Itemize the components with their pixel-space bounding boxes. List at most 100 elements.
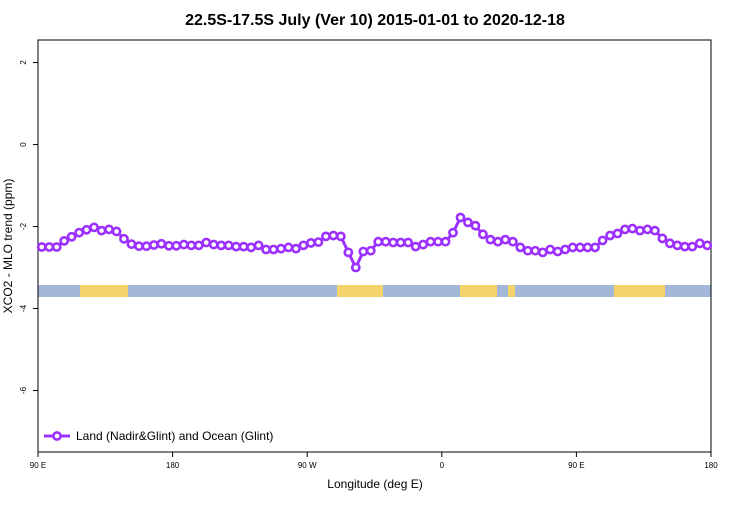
- y-tick-label: 2: [19, 60, 28, 65]
- point: [335, 231, 346, 242]
- point: [149, 240, 159, 250]
- point: [59, 235, 70, 246]
- point: [545, 244, 556, 255]
- legend-label: Land (Nadir&Glint) and Ocean (Glint): [76, 429, 273, 443]
- point: [418, 239, 429, 250]
- x-tick-label: 90 E: [568, 461, 584, 470]
- point: [612, 228, 623, 239]
- point: [216, 240, 227, 251]
- point: [111, 226, 122, 237]
- point: [448, 227, 458, 238]
- point: [298, 240, 309, 251]
- point: [231, 241, 242, 252]
- point: [425, 236, 436, 247]
- point: [283, 242, 294, 253]
- point: [276, 243, 286, 254]
- point: [507, 236, 518, 247]
- land-ocean-mask: [38, 285, 711, 297]
- point: [672, 240, 683, 251]
- point: [650, 225, 660, 236]
- point: [253, 240, 264, 251]
- point: [96, 225, 107, 236]
- land-patch: [508, 285, 515, 297]
- point: [440, 236, 451, 247]
- point: [268, 244, 279, 255]
- point: [208, 239, 219, 250]
- point: [291, 243, 301, 254]
- point: [395, 237, 406, 248]
- point: [605, 230, 615, 241]
- point: [36, 242, 47, 252]
- point: [141, 241, 152, 252]
- point: [193, 240, 204, 251]
- x-tick-label: 90 E: [30, 461, 46, 470]
- point: [560, 244, 571, 255]
- x-tick-label: 90 W: [298, 461, 317, 470]
- point: [201, 237, 212, 248]
- chart-title: 22.5S-17.5S July (Ver 10) 2015-01-01 to …: [185, 12, 565, 29]
- point: [537, 247, 548, 258]
- point: [620, 224, 630, 235]
- point: [261, 244, 271, 255]
- point: [358, 246, 369, 257]
- point: [320, 231, 331, 242]
- y-tick-label: 0: [19, 142, 28, 147]
- point: [388, 237, 399, 248]
- point: [433, 236, 443, 247]
- y-tick-label: -6: [19, 386, 28, 394]
- point: [403, 237, 414, 248]
- point: [223, 240, 234, 251]
- point: [134, 241, 144, 252]
- point: [313, 237, 324, 248]
- point: [687, 241, 698, 252]
- point: [104, 224, 114, 235]
- y-tick-label: -4: [19, 304, 28, 312]
- x-tick-label: 180: [166, 461, 180, 470]
- point: [485, 234, 496, 245]
- point: [343, 247, 354, 258]
- land-patch: [337, 285, 383, 297]
- point: [238, 241, 249, 252]
- point: [119, 233, 129, 244]
- point: [186, 240, 197, 251]
- point: [328, 230, 339, 241]
- point: [163, 240, 174, 251]
- point: [694, 238, 705, 249]
- point: [515, 242, 526, 253]
- point: [664, 238, 675, 249]
- land-patch: [80, 285, 128, 297]
- point: [66, 231, 77, 242]
- point: [51, 242, 62, 252]
- point: [178, 239, 189, 250]
- point: [657, 233, 668, 244]
- point: [470, 220, 481, 231]
- point: [627, 223, 638, 234]
- point: [380, 236, 391, 247]
- y-tick-label: -2: [19, 222, 28, 230]
- point: [590, 242, 600, 253]
- point: [597, 235, 608, 246]
- land-patch: [614, 285, 665, 297]
- x-axis-label: Longitude (deg E): [327, 477, 422, 491]
- point: [81, 224, 92, 235]
- point: [478, 229, 488, 240]
- point: [306, 238, 316, 248]
- point: [463, 217, 473, 228]
- point: [350, 262, 361, 273]
- point: [492, 236, 503, 247]
- point: [89, 222, 99, 233]
- point: [552, 246, 563, 257]
- y-axis-label: XCO2 - MLO trend (ppm): [1, 179, 15, 314]
- point: [530, 245, 541, 256]
- point: [126, 239, 137, 250]
- point: [582, 242, 593, 253]
- land-patch: [460, 285, 497, 297]
- point: [635, 225, 645, 236]
- point: [702, 240, 713, 251]
- point: [373, 236, 384, 247]
- x-tick-label: 180: [704, 461, 718, 470]
- point: [171, 240, 182, 251]
- point: [365, 245, 376, 256]
